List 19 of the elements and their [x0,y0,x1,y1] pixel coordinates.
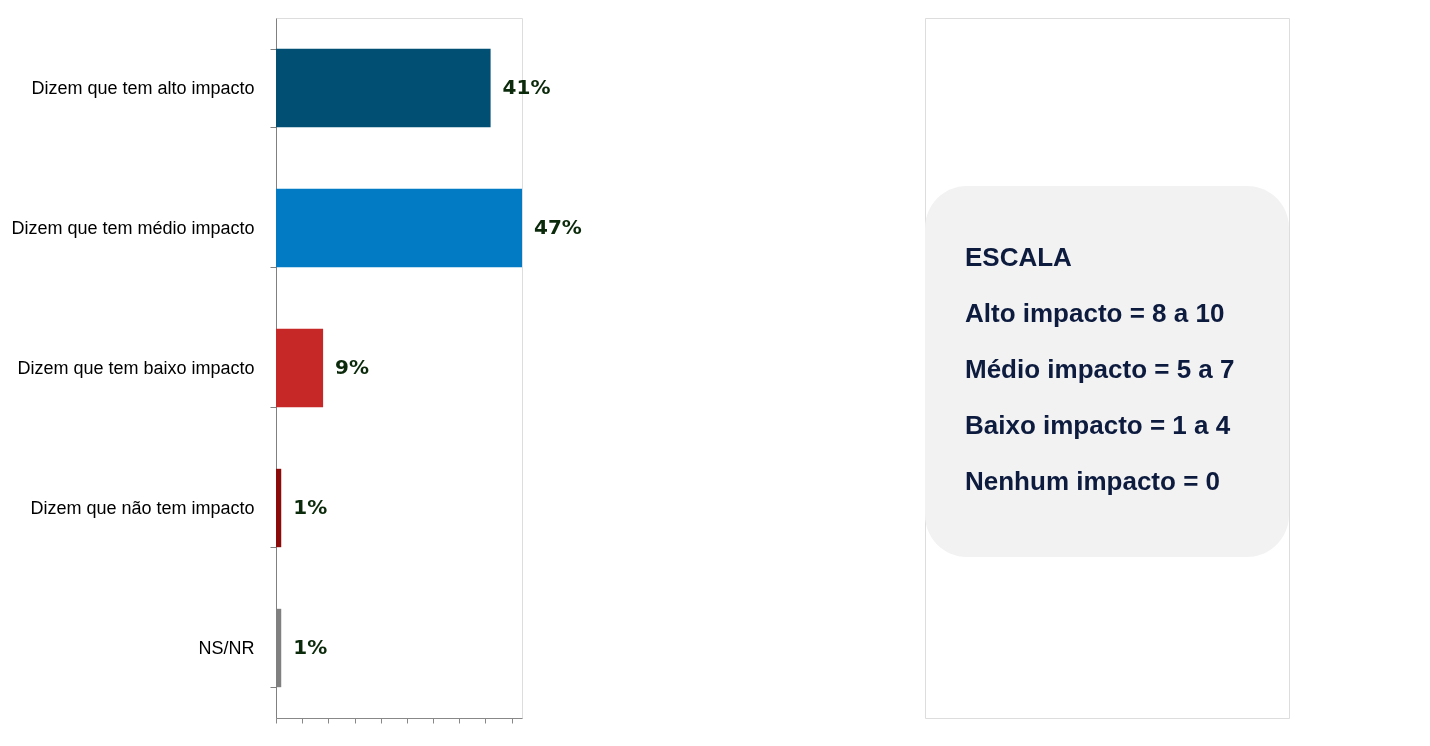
y-tick-label: Dizem que tem alto impacto [31,77,255,98]
y-tick-label: Dizem que tem médio impacto [11,217,255,238]
data-label: 47% [534,215,582,239]
bar [276,328,324,408]
y-tick-label: Dizem que tem baixo impacto [17,357,255,378]
text: Nenhum impacto = 0 [965,466,1220,496]
text: Médio impacto = 5 a 7 [965,354,1235,384]
data-label: 1% [293,635,328,659]
text: Baixo impacto = 1 a 4 [965,410,1231,440]
y-tick-label: Dizem que não tem impacto [30,497,255,518]
bar [276,188,522,268]
data-label: 1% [293,495,328,519]
data-label: 41% [502,75,551,99]
text: ESCALA [965,242,1073,272]
text: Alto impacto = 8 a 10 [965,298,1225,328]
bar [276,468,282,548]
bar [276,48,491,128]
y-tick-label: NS/NR [198,637,255,658]
data-label: 9% [335,355,370,379]
